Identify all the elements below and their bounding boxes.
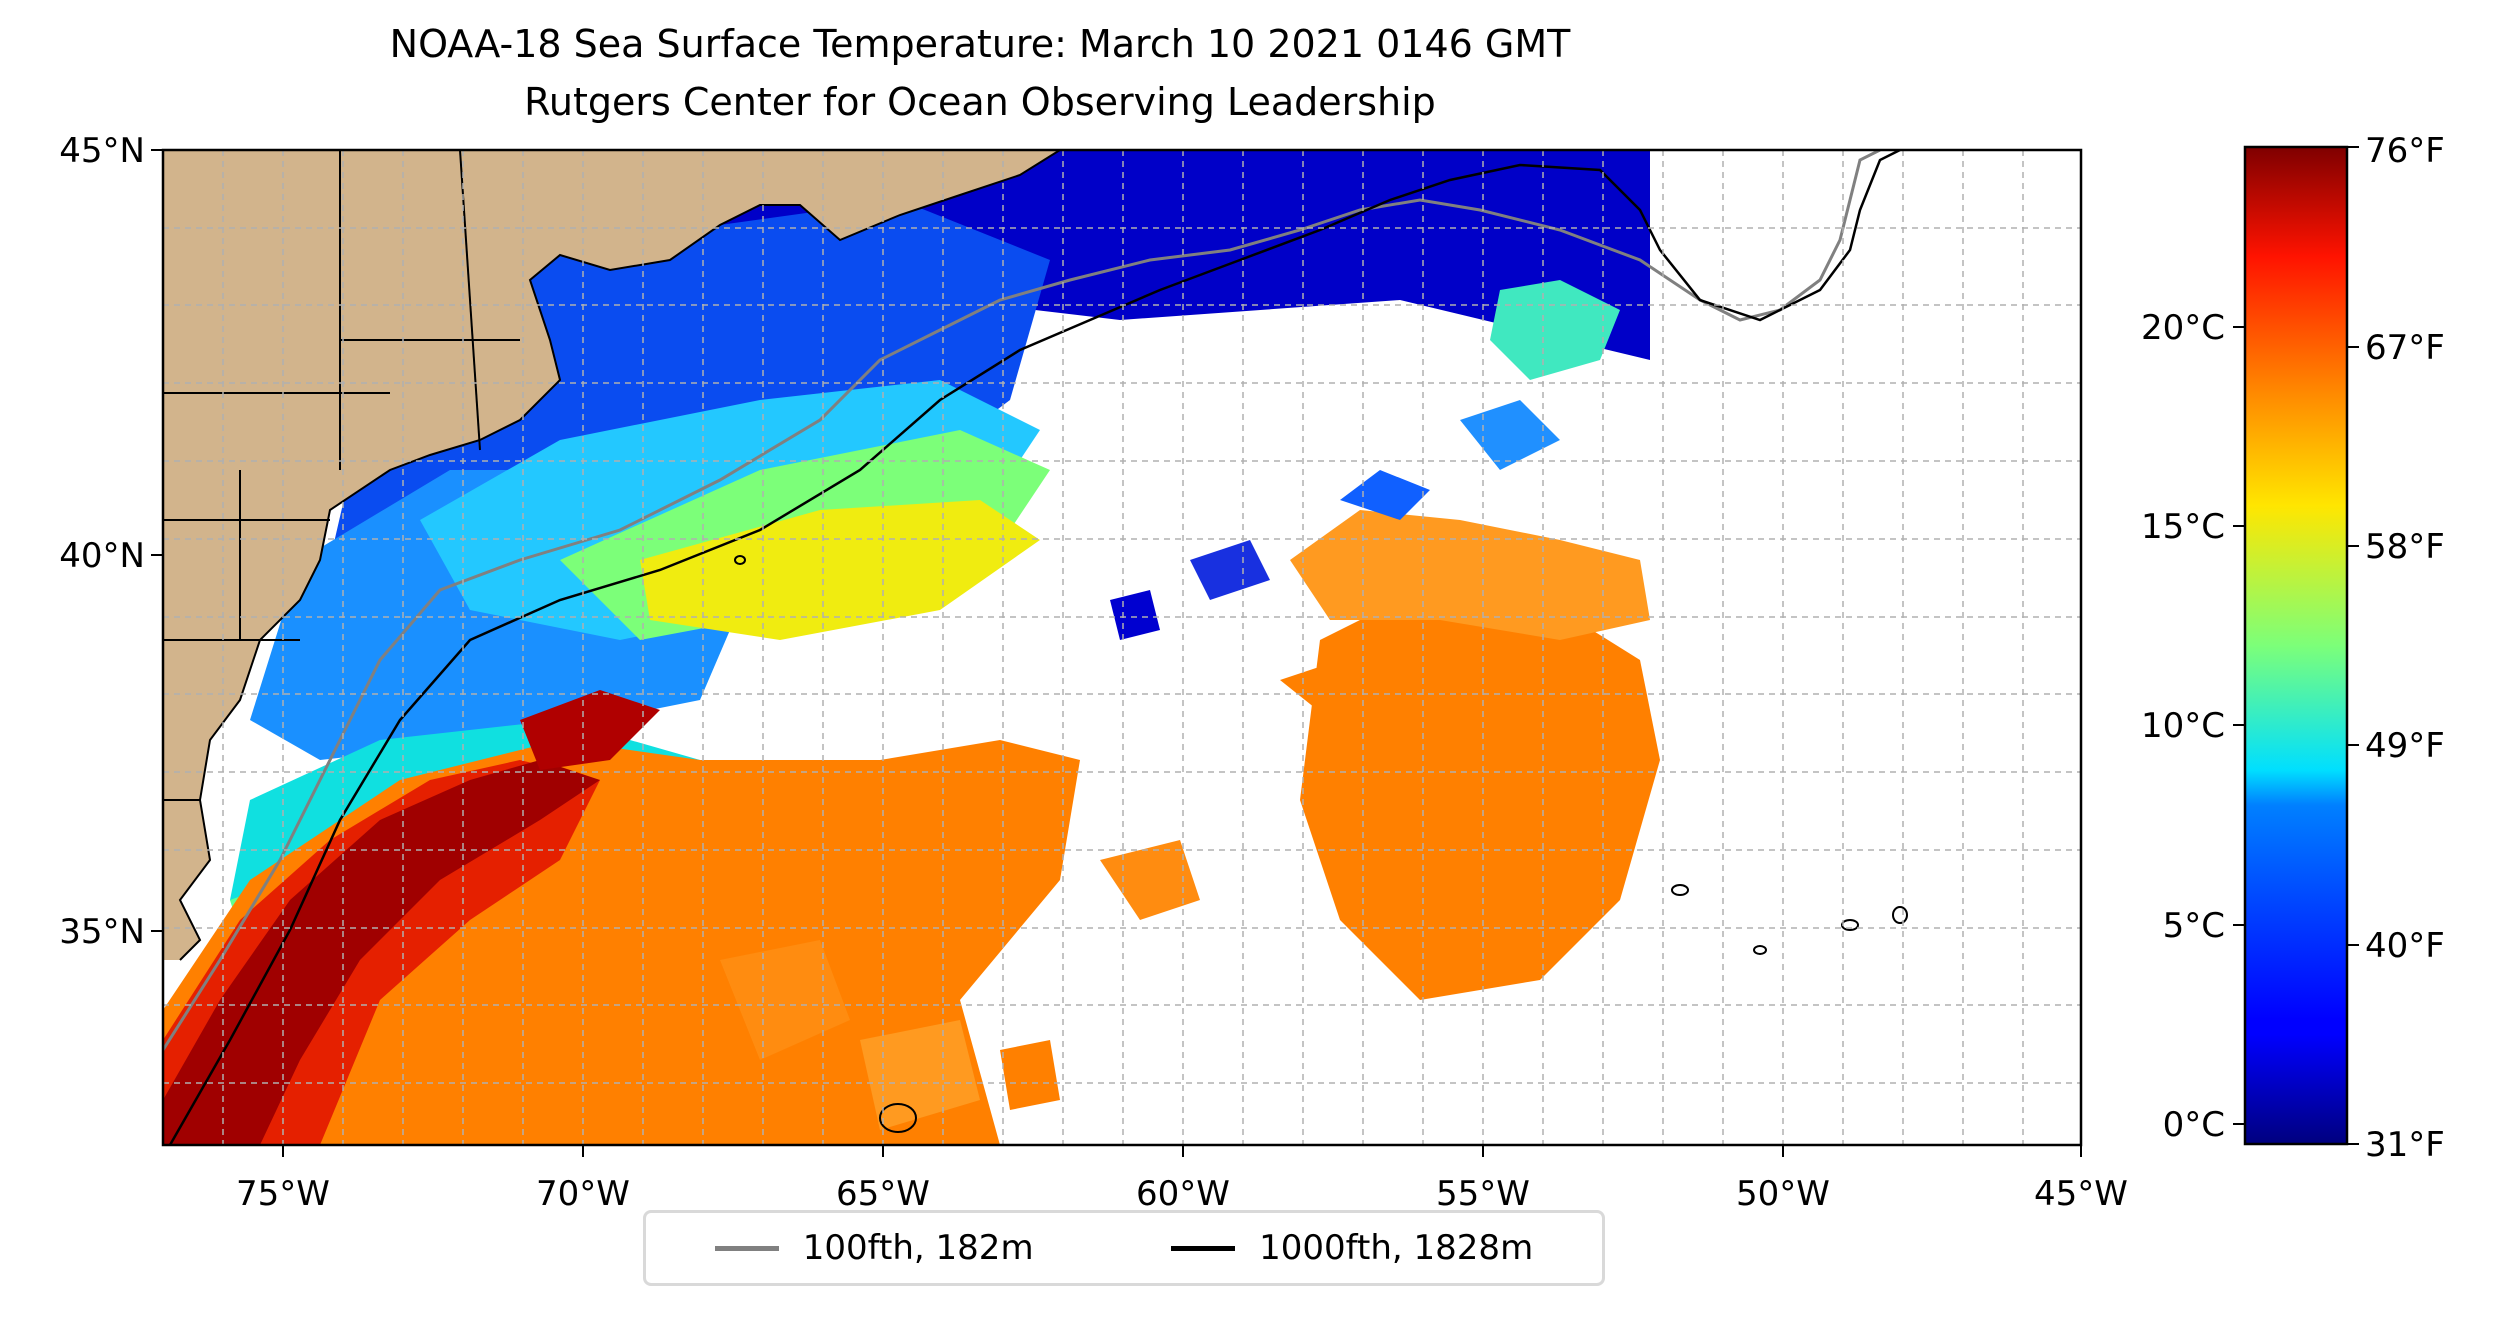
x-tick-label: 60°W: [1136, 1174, 1230, 1214]
isobath-1000fth: [168, 150, 1901, 1145]
fahrenheit-tick-label: 67°F: [2365, 328, 2445, 368]
colorbar: [2243, 145, 2349, 1146]
x-axis-labels: 75°W 70°W 65°W 60°W 55°W 50°W 45°W: [236, 1174, 2128, 1214]
isobath-100fth: [163, 150, 1881, 1051]
y-tick-label: 40°N: [59, 536, 145, 576]
x-tick-label: 70°W: [536, 1174, 630, 1214]
x-axis-ticks: [282, 1145, 2082, 1157]
fahrenheit-tick-label: 31°F: [2365, 1125, 2445, 1165]
x-tick-label: 75°W: [236, 1174, 330, 1214]
x-tick-label: 45°W: [2034, 1174, 2128, 1214]
land-mass: [163, 150, 1060, 960]
legend-item-100fth: 100fth, 182m: [714, 1228, 1034, 1268]
map-subtitle: Rutgers Center for Ocean Observing Leade…: [524, 80, 1436, 124]
celsius-tick-label: 20°C: [2141, 308, 2225, 348]
fahrenheit-tick-label: 40°F: [2365, 926, 2445, 966]
y-tick-label: 35°N: [59, 912, 145, 952]
colorbar-celsius-ticks: [2233, 326, 2245, 1125]
map-frame: [161, 148, 2083, 1147]
sst-field: [163, 150, 1660, 1145]
fahrenheit-tick-label: 58°F: [2365, 527, 2445, 567]
celsius-tick-label: 0°C: [2163, 1105, 2225, 1145]
map-panel: [163, 150, 2081, 1145]
gridlines: [163, 150, 2081, 1145]
isobath-legend: 100fth, 182m 1000fth, 1828m: [643, 1210, 1605, 1286]
legend-label: 100fth, 182m: [802, 1228, 1034, 1268]
legend-label: 1000fth, 1828m: [1259, 1228, 1534, 1268]
legend-swatch-black: [1171, 1245, 1236, 1251]
y-axis-ticks: [151, 149, 163, 932]
celsius-tick-label: 10°C: [2141, 706, 2225, 746]
colorbar-fahrenheit-ticks: [2347, 146, 2359, 1145]
fahrenheit-tick-label: 76°F: [2365, 131, 2445, 171]
legend-swatch-gray: [714, 1245, 779, 1251]
map-title: NOAA-18 Sea Surface Temperature: March 1…: [389, 22, 1571, 66]
colorbar-fahrenheit-labels: 31°F 40°F 49°F 58°F 67°F 76°F: [2365, 131, 2445, 1165]
celsius-tick-label: 15°C: [2141, 507, 2225, 547]
celsius-tick-label: 5°C: [2163, 906, 2225, 946]
x-tick-label: 50°W: [1736, 1174, 1830, 1214]
fahrenheit-tick-label: 49°F: [2365, 726, 2445, 766]
coastline: [178, 150, 1061, 961]
x-tick-label: 65°W: [836, 1174, 930, 1214]
y-axis-labels: 45°N 40°N 35°N: [59, 131, 145, 952]
legend-item-1000fth: 1000fth, 1828m: [1171, 1228, 1533, 1268]
y-tick-label: 45°N: [59, 131, 145, 171]
seamount-contours: [734, 555, 1908, 1133]
x-tick-label: 55°W: [1436, 1174, 1530, 1214]
colorbar-celsius-labels: 0°C 5°C 10°C 15°C 20°C: [2141, 308, 2225, 1145]
